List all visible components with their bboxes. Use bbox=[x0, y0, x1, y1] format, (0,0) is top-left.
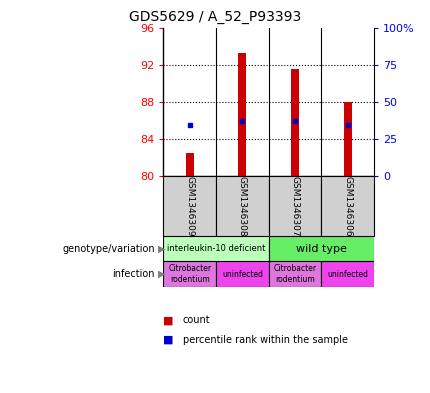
Text: interleukin-10 deficient: interleukin-10 deficient bbox=[167, 244, 265, 253]
Text: wild type: wild type bbox=[296, 244, 347, 253]
Text: uninfected: uninfected bbox=[327, 270, 368, 279]
Text: count: count bbox=[183, 315, 210, 325]
Text: GSM1346306: GSM1346306 bbox=[343, 176, 352, 237]
Text: percentile rank within the sample: percentile rank within the sample bbox=[183, 335, 348, 345]
Text: Citrobacter
rodentium: Citrobacter rodentium bbox=[273, 264, 316, 284]
Text: ■: ■ bbox=[163, 335, 174, 345]
Bar bbox=[344, 102, 352, 176]
Bar bbox=[163, 236, 269, 261]
Bar bbox=[239, 53, 246, 176]
Bar bbox=[163, 261, 216, 287]
Text: genotype/variation: genotype/variation bbox=[62, 244, 155, 253]
Bar bbox=[216, 176, 269, 236]
Text: uninfected: uninfected bbox=[222, 270, 263, 279]
Bar bbox=[322, 176, 374, 236]
Bar bbox=[291, 70, 299, 176]
Bar bbox=[322, 261, 374, 287]
Text: Citrobacter
rodentium: Citrobacter rodentium bbox=[168, 264, 211, 284]
Bar bbox=[269, 236, 374, 261]
Bar bbox=[269, 176, 322, 236]
Text: ▶: ▶ bbox=[157, 244, 165, 253]
Text: infection: infection bbox=[112, 269, 155, 279]
Text: GSM1346308: GSM1346308 bbox=[238, 176, 247, 237]
Bar bbox=[186, 153, 194, 176]
Bar bbox=[216, 261, 269, 287]
Text: GSM1346307: GSM1346307 bbox=[291, 176, 300, 237]
Bar bbox=[163, 176, 216, 236]
Text: GSM1346309: GSM1346309 bbox=[185, 176, 194, 237]
Text: ▶: ▶ bbox=[157, 269, 165, 279]
Bar bbox=[269, 261, 322, 287]
Text: GDS5629 / A_52_P93393: GDS5629 / A_52_P93393 bbox=[129, 10, 301, 24]
Text: ■: ■ bbox=[163, 315, 174, 325]
